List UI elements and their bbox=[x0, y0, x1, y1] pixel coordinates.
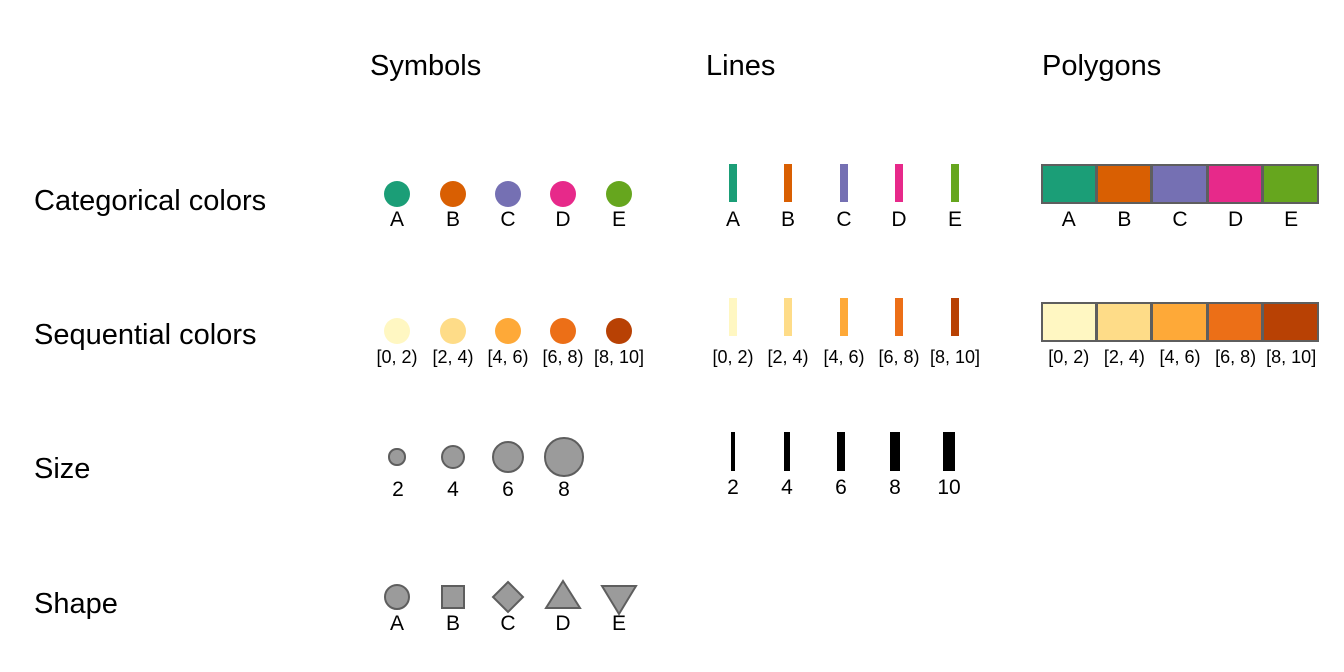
sequential-polygon bbox=[1262, 302, 1319, 342]
shape-symbol-label: E bbox=[611, 612, 626, 635]
sequential-polygon-label: [6, 8) bbox=[1215, 347, 1257, 367]
column-header-polygons: Polygons bbox=[1042, 50, 1162, 82]
size-line-label: 8 bbox=[889, 476, 901, 499]
categorical-symbol-label: D bbox=[555, 208, 571, 231]
shape-symbol-triangle-up bbox=[544, 579, 582, 609]
categorical-polygon-label: C bbox=[1172, 208, 1188, 231]
categorical-symbol-d bbox=[550, 181, 576, 207]
categorical-line-label: C bbox=[836, 208, 852, 231]
sequential-line-label: [4, 6) bbox=[823, 347, 865, 367]
sequential-line-label: [6, 8) bbox=[878, 347, 920, 367]
shape-symbol-triangle-down bbox=[600, 585, 638, 616]
categorical-symbol-label: C bbox=[500, 208, 516, 231]
categorical-polygon-label: E bbox=[1284, 208, 1299, 231]
sequential-line bbox=[784, 298, 792, 336]
categorical-symbol-label: B bbox=[445, 208, 460, 231]
categorical-line-label: A bbox=[725, 208, 740, 231]
categorical-symbol-b bbox=[440, 181, 466, 207]
size-line-label: 10 bbox=[937, 476, 961, 499]
categorical-line-b bbox=[784, 164, 792, 202]
size-symbol-label: 8 bbox=[558, 478, 570, 501]
categorical-symbol-a bbox=[384, 181, 410, 207]
sequential-polygon bbox=[1206, 302, 1264, 342]
categorical-line-label: E bbox=[947, 208, 962, 231]
size-line-label: 2 bbox=[727, 476, 739, 499]
size-line-10 bbox=[943, 432, 955, 471]
sequential-line bbox=[895, 298, 903, 336]
sequential-symbol-label: [4, 6) bbox=[487, 347, 529, 367]
sequential-symbol bbox=[495, 318, 521, 344]
categorical-line-d bbox=[895, 164, 903, 202]
row-header-shape: Shape bbox=[34, 588, 118, 620]
column-header-symbols: Symbols bbox=[370, 50, 482, 82]
row-header-size: Size bbox=[34, 453, 91, 485]
sequential-line-label: [8, 10] bbox=[929, 347, 981, 367]
shape-symbol-circle bbox=[384, 584, 410, 610]
sequential-line bbox=[729, 298, 737, 336]
sequential-polygon bbox=[1041, 302, 1097, 342]
categorical-line-c bbox=[840, 164, 848, 202]
sequential-symbol-label: [2, 4) bbox=[432, 347, 474, 367]
size-symbol-label: 4 bbox=[447, 478, 459, 501]
size-symbol-8 bbox=[544, 437, 584, 477]
sequential-symbol bbox=[384, 318, 410, 344]
sequential-symbol-label: [0, 2) bbox=[376, 347, 418, 367]
sequential-line bbox=[951, 298, 959, 336]
sequential-polygon-label: [2, 4) bbox=[1103, 347, 1145, 367]
categorical-polygon-label: B bbox=[1117, 208, 1132, 231]
shape-symbol-label: C bbox=[500, 612, 516, 635]
sequential-polygon-label: [4, 6) bbox=[1159, 347, 1201, 367]
column-header-lines: Lines bbox=[706, 50, 776, 82]
size-symbol-6 bbox=[491, 440, 525, 474]
categorical-symbol-c bbox=[495, 181, 521, 207]
sequential-line-label: [0, 2) bbox=[712, 347, 754, 367]
size-line-label: 6 bbox=[835, 476, 847, 499]
categorical-polygon-a bbox=[1041, 164, 1097, 204]
categorical-polygon-c bbox=[1151, 164, 1208, 204]
size-line-label: 4 bbox=[781, 476, 793, 499]
size-symbol-2 bbox=[388, 448, 406, 466]
sequential-polygon bbox=[1095, 302, 1153, 342]
sequential-polygon-label: [0, 2) bbox=[1048, 347, 1090, 367]
shape-symbol-diamond bbox=[491, 580, 525, 614]
categorical-polygon-e bbox=[1262, 164, 1319, 204]
sequential-symbol-label: [6, 8) bbox=[542, 347, 584, 367]
size-symbol-label: 6 bbox=[502, 478, 514, 501]
sequential-symbol bbox=[550, 318, 576, 344]
sequential-line-label: [2, 4) bbox=[767, 347, 809, 367]
categorical-polygon-label: A bbox=[1061, 208, 1076, 231]
categorical-polygon-b bbox=[1095, 164, 1153, 204]
sequential-polygon bbox=[1151, 302, 1208, 342]
shape-symbol-label: D bbox=[555, 612, 571, 635]
sequential-polygon-label: [8, 10] bbox=[1266, 347, 1317, 367]
categorical-symbol-e bbox=[606, 181, 632, 207]
size-line-4 bbox=[784, 432, 790, 471]
categorical-line-a bbox=[729, 164, 737, 202]
size-symbol-4 bbox=[440, 444, 466, 470]
sequential-symbol-label: [8, 10] bbox=[593, 347, 645, 367]
categorical-line-e bbox=[951, 164, 959, 202]
size-line-8 bbox=[890, 432, 900, 471]
row-header-categorical: Categorical colors bbox=[34, 185, 267, 217]
size-line-6 bbox=[837, 432, 845, 471]
shape-symbol-square bbox=[441, 585, 465, 609]
shape-symbol-label: A bbox=[389, 612, 404, 635]
categorical-symbol-label: A bbox=[389, 208, 404, 231]
sequential-symbol bbox=[606, 318, 632, 344]
size-line-2 bbox=[731, 432, 735, 471]
shape-symbol-label: B bbox=[445, 612, 460, 635]
sequential-symbol bbox=[440, 318, 466, 344]
categorical-line-label: B bbox=[780, 208, 795, 231]
categorical-symbol-label: E bbox=[611, 208, 626, 231]
categorical-polygon-label: D bbox=[1228, 208, 1244, 231]
size-symbol-label: 2 bbox=[392, 478, 404, 501]
categorical-polygon-d bbox=[1206, 164, 1264, 204]
sequential-line bbox=[840, 298, 848, 336]
row-header-sequential: Sequential colors bbox=[34, 319, 257, 351]
categorical-line-label: D bbox=[891, 208, 907, 231]
